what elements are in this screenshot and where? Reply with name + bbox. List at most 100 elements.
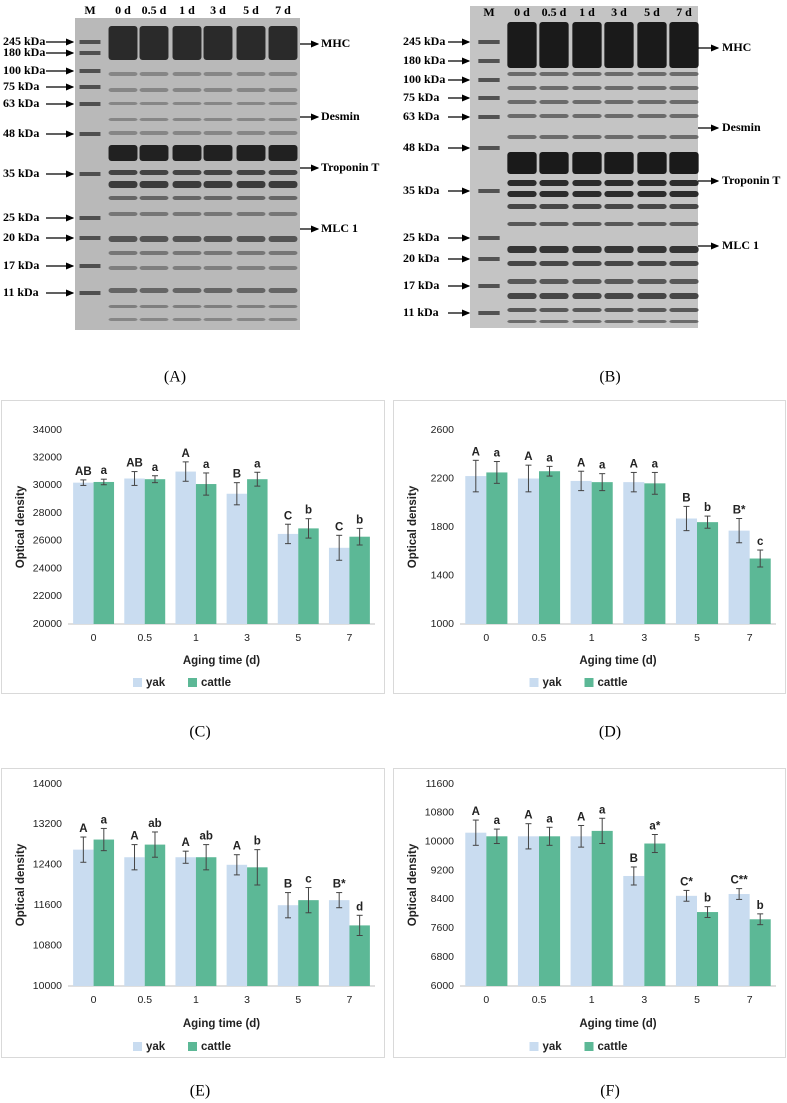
error-bar bbox=[254, 849, 261, 886]
significance-letter: ab bbox=[199, 831, 212, 843]
protein-band bbox=[268, 72, 298, 76]
protein-band bbox=[108, 102, 138, 105]
panel-caption: (D) bbox=[599, 724, 621, 741]
chart: 1000 1400 1800 2200 2600 0 A a 0.5 A a 1 A a 3 A a 5 Bb 7 B*… bbox=[393, 400, 786, 694]
protein-band bbox=[604, 152, 634, 174]
protein-band bbox=[637, 279, 667, 284]
protein-band bbox=[604, 279, 634, 284]
protein-band bbox=[236, 196, 266, 200]
y-tick-label: 10800 bbox=[33, 939, 62, 951]
significance-letter: a bbox=[494, 815, 501, 827]
y-tick-label: 2200 bbox=[431, 472, 455, 484]
significance-letter: B bbox=[284, 879, 292, 891]
protein-band bbox=[572, 72, 602, 76]
significance-letter: c bbox=[305, 874, 312, 886]
error-bar bbox=[493, 828, 500, 845]
marker-band bbox=[79, 172, 101, 176]
x-tick-label: 1 bbox=[589, 632, 595, 644]
panel-caption: (F) bbox=[600, 1083, 620, 1100]
protein-label: Troponin T bbox=[321, 160, 379, 174]
protein-band bbox=[669, 246, 699, 253]
marker-band bbox=[79, 132, 101, 136]
lane-label: 0 d bbox=[115, 3, 131, 17]
marker-label: 17 kDa bbox=[3, 258, 39, 272]
chart: 10000 10800 11600 12400 13200 14000 0 Aa 0.5 Aab 1… bbox=[1, 768, 385, 1058]
significance-letter: C bbox=[335, 521, 343, 533]
error-bar bbox=[578, 824, 585, 848]
protein-band bbox=[203, 236, 233, 242]
significance-letter: a bbox=[152, 462, 159, 474]
legend-swatch bbox=[133, 1042, 142, 1051]
error-bar bbox=[336, 892, 343, 909]
protein-band bbox=[637, 320, 667, 323]
significance-letter: a bbox=[546, 813, 553, 825]
protein-band bbox=[236, 26, 266, 60]
protein-band bbox=[604, 222, 634, 226]
protein-band bbox=[236, 288, 266, 293]
error-bar bbox=[254, 471, 261, 487]
protein-band bbox=[637, 152, 667, 174]
error-bar bbox=[757, 913, 764, 926]
protein-band bbox=[572, 114, 602, 118]
error-bar bbox=[80, 836, 87, 863]
protein-band bbox=[637, 135, 667, 139]
panel-caption: (E) bbox=[190, 1083, 210, 1100]
protein-band bbox=[507, 152, 537, 174]
bar bbox=[124, 857, 145, 986]
protein-band bbox=[172, 170, 202, 175]
significance-letter: A bbox=[233, 841, 241, 853]
protein-band bbox=[172, 251, 202, 255]
bar bbox=[124, 478, 145, 624]
protein-band bbox=[669, 72, 699, 76]
protein-band bbox=[172, 212, 202, 216]
y-tick-label: 10000 bbox=[425, 835, 454, 847]
protein-band bbox=[507, 261, 537, 266]
protein-label: MHC bbox=[321, 36, 350, 50]
protein-band bbox=[172, 118, 202, 121]
significance-letter: b bbox=[356, 514, 363, 526]
protein-band bbox=[108, 72, 138, 76]
chart: 6000 6800 7600 8400 9200 10000 10800 11600 0 Aa 0.… bbox=[393, 768, 786, 1058]
protein-band bbox=[507, 246, 537, 253]
protein-band bbox=[539, 86, 569, 90]
lane-label: 1 d bbox=[179, 3, 195, 17]
significance-letter: B bbox=[630, 853, 638, 865]
bar bbox=[175, 471, 196, 624]
protein-band bbox=[172, 72, 202, 76]
marker-band bbox=[79, 69, 101, 73]
protein-band bbox=[268, 118, 298, 121]
protein-band bbox=[604, 72, 634, 76]
protein-band bbox=[604, 293, 634, 299]
protein-band bbox=[139, 118, 169, 121]
y-tick-label: 13200 bbox=[33, 818, 62, 830]
protein-band bbox=[604, 180, 634, 186]
significance-letter: B* bbox=[333, 879, 346, 891]
protein-band bbox=[236, 251, 266, 255]
protein-band bbox=[669, 261, 699, 266]
protein-band bbox=[604, 204, 634, 209]
protein-band bbox=[172, 26, 202, 60]
protein-band bbox=[604, 191, 634, 197]
error-bar bbox=[630, 471, 637, 493]
protein-band bbox=[637, 261, 667, 266]
protein-band bbox=[604, 320, 634, 323]
x-tick-label: 0 bbox=[483, 632, 489, 644]
protein-band bbox=[203, 318, 233, 321]
protein-band bbox=[669, 135, 699, 139]
lane-label: 1 d bbox=[579, 5, 595, 19]
marker-band bbox=[478, 257, 500, 261]
bar bbox=[623, 875, 645, 986]
significance-letter: b bbox=[757, 900, 764, 912]
bar bbox=[749, 919, 771, 986]
bar bbox=[328, 900, 350, 986]
error-bar bbox=[546, 465, 553, 477]
legend-swatch bbox=[188, 1042, 197, 1051]
error-bar bbox=[683, 505, 690, 532]
bar bbox=[73, 849, 94, 986]
error-bar bbox=[599, 817, 606, 845]
y-tick-label: 7600 bbox=[431, 922, 455, 934]
protein-band bbox=[139, 181, 169, 188]
error-bar bbox=[525, 464, 532, 493]
protein-band bbox=[139, 288, 169, 293]
